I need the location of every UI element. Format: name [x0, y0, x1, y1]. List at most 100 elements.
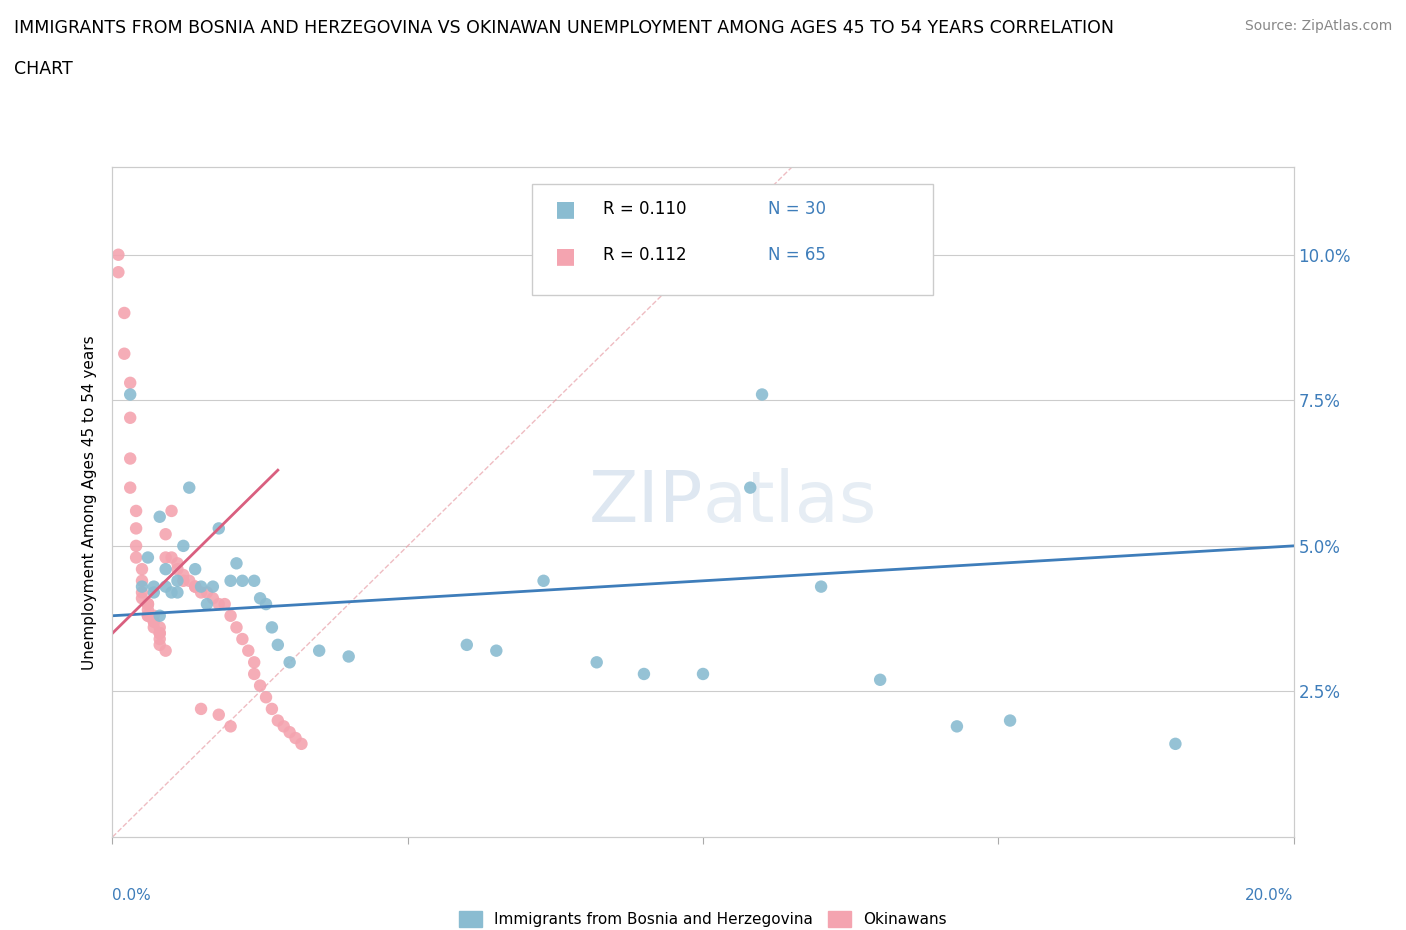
Point — [120, 480, 142, 495]
Point — [131, 591, 153, 605]
Point — [160, 550, 183, 565]
Point — [1164, 737, 1187, 751]
Point — [107, 247, 129, 262]
Point — [337, 649, 360, 664]
Point — [290, 737, 312, 751]
Point — [155, 550, 177, 565]
Point — [225, 556, 247, 571]
Point — [172, 574, 194, 589]
Point — [184, 562, 207, 577]
Point — [278, 655, 301, 670]
Point — [149, 637, 172, 652]
Point — [249, 591, 271, 605]
Point — [131, 574, 153, 589]
FancyBboxPatch shape — [531, 184, 934, 295]
Point — [249, 678, 271, 693]
Point — [136, 597, 159, 612]
Point — [810, 579, 832, 594]
Text: 0.0%: 0.0% — [112, 888, 152, 903]
Point — [214, 597, 236, 612]
Point — [179, 480, 201, 495]
Point — [231, 574, 253, 589]
Point — [456, 637, 478, 652]
Point — [131, 579, 153, 594]
Point — [149, 626, 172, 641]
Point — [585, 655, 607, 670]
Point — [166, 562, 188, 577]
Point — [160, 585, 183, 600]
Point — [260, 620, 283, 635]
Point — [112, 346, 135, 361]
Point — [633, 667, 655, 682]
Point — [179, 574, 201, 589]
Point — [120, 376, 142, 391]
Point — [166, 585, 188, 600]
Point — [201, 591, 224, 605]
Text: 20.0%: 20.0% — [1246, 888, 1294, 903]
Point — [142, 585, 165, 600]
Text: Source: ZipAtlas.com: Source: ZipAtlas.com — [1244, 19, 1392, 33]
Point — [243, 655, 266, 670]
Point — [243, 667, 266, 682]
Point — [219, 608, 242, 623]
Point — [219, 719, 242, 734]
Point — [155, 579, 177, 594]
Text: R = 0.112: R = 0.112 — [603, 246, 686, 264]
Text: ZIP: ZIP — [589, 468, 703, 537]
Text: N = 65: N = 65 — [768, 246, 825, 264]
Point — [166, 556, 188, 571]
Point — [184, 579, 207, 594]
Point — [190, 585, 212, 600]
Point — [195, 597, 218, 612]
Point — [208, 521, 231, 536]
Point — [273, 719, 295, 734]
Point — [142, 614, 165, 629]
Point — [740, 480, 762, 495]
Point — [136, 597, 159, 612]
Point — [136, 603, 159, 618]
Point — [190, 701, 212, 716]
Point — [142, 608, 165, 623]
Point — [284, 731, 307, 746]
Text: CHART: CHART — [14, 60, 73, 78]
Point — [160, 503, 183, 518]
Point — [254, 690, 277, 705]
Text: IMMIGRANTS FROM BOSNIA AND HERZEGOVINA VS OKINAWAN UNEMPLOYMENT AMONG AGES 45 TO: IMMIGRANTS FROM BOSNIA AND HERZEGOVINA V… — [14, 19, 1114, 36]
Point — [195, 585, 218, 600]
Point — [149, 620, 172, 635]
Point — [254, 597, 277, 612]
Point — [208, 597, 231, 612]
Point — [149, 631, 172, 646]
Point — [107, 265, 129, 280]
Point — [243, 574, 266, 589]
Point — [238, 644, 260, 658]
Point — [172, 567, 194, 582]
Point — [751, 387, 773, 402]
Point — [485, 644, 508, 658]
Point — [166, 574, 188, 589]
Point — [155, 644, 177, 658]
Text: ■: ■ — [555, 246, 576, 266]
Point — [869, 672, 891, 687]
Text: R = 0.110: R = 0.110 — [603, 200, 686, 218]
Point — [208, 708, 231, 723]
Point — [308, 644, 330, 658]
Point — [260, 701, 283, 716]
Point — [946, 719, 969, 734]
Point — [998, 713, 1021, 728]
Point — [120, 387, 142, 402]
Point — [136, 608, 159, 623]
Point — [231, 631, 253, 646]
Point — [201, 579, 224, 594]
Point — [125, 538, 148, 553]
Point — [149, 510, 172, 525]
Point — [219, 574, 242, 589]
Y-axis label: Unemployment Among Ages 45 to 54 years: Unemployment Among Ages 45 to 54 years — [82, 335, 97, 670]
Point — [267, 637, 290, 652]
Text: ■: ■ — [555, 200, 576, 219]
Point — [125, 521, 148, 536]
Point — [267, 713, 290, 728]
Point — [278, 724, 301, 739]
Point — [190, 579, 212, 594]
Point — [112, 306, 135, 321]
